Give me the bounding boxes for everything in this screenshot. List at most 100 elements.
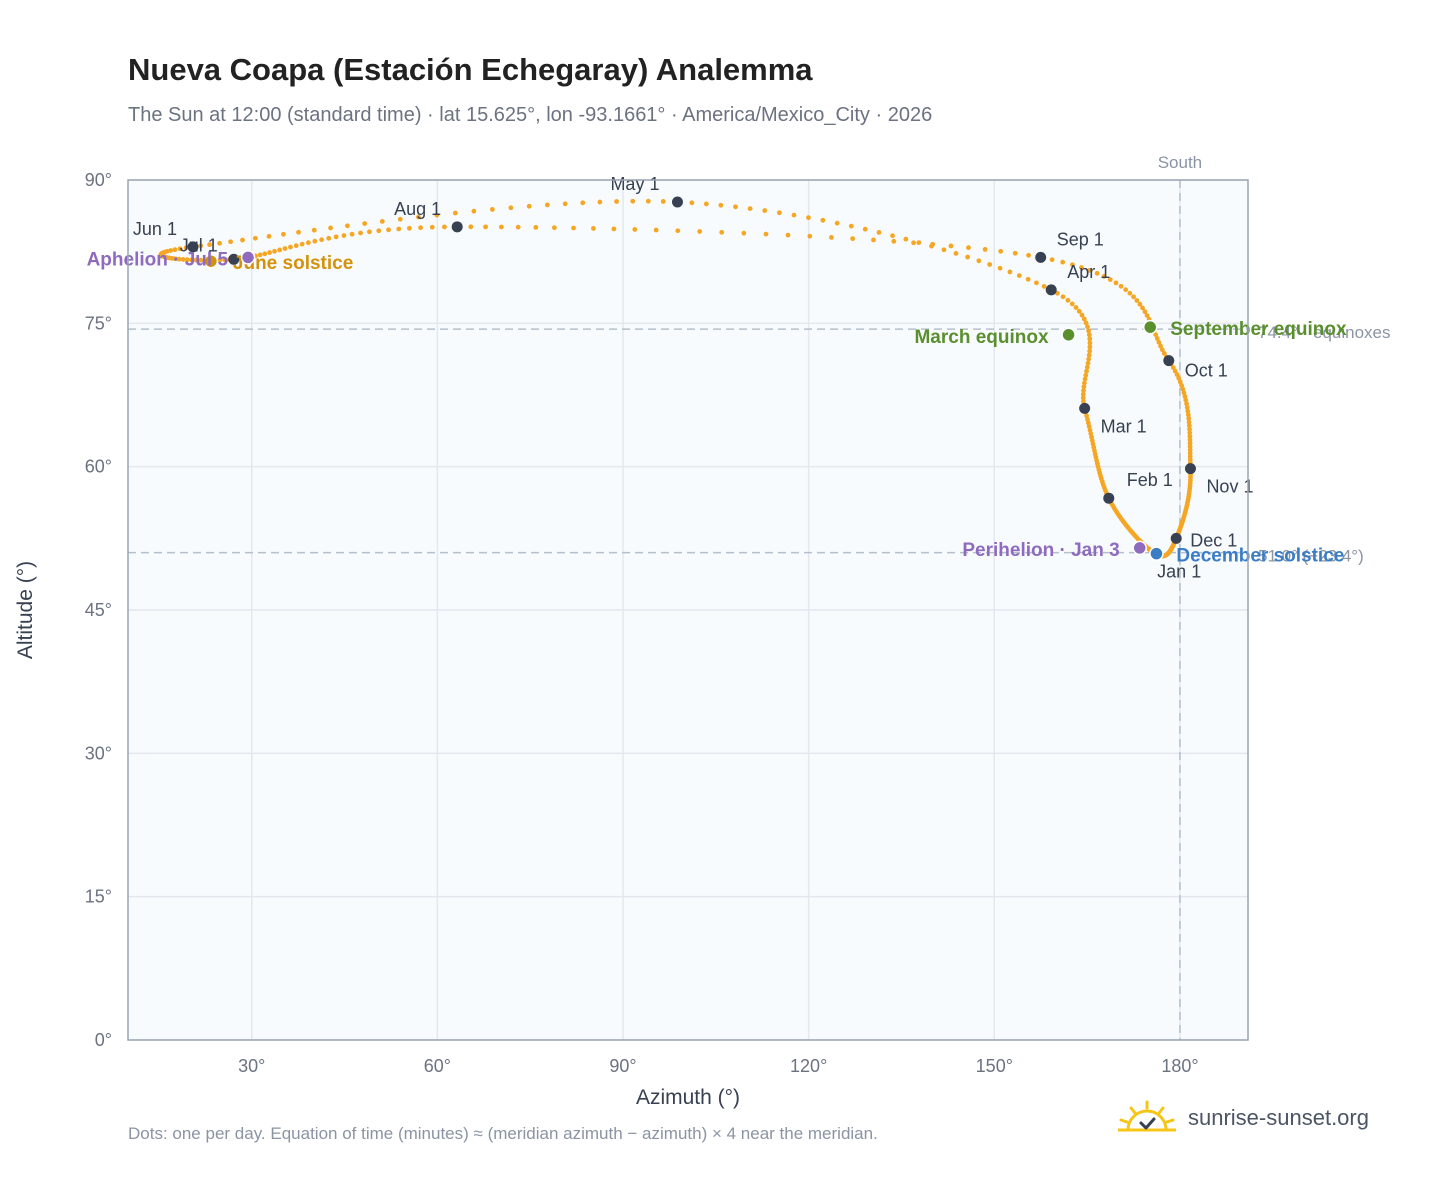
y-tick-label: 0° [95,1030,112,1050]
day-dot [653,227,659,233]
day-dot [1127,290,1133,296]
x-tick-label: 90° [609,1056,636,1076]
day-dot [189,257,194,263]
day-dot [1026,252,1031,258]
day-dot [1170,365,1176,370]
brand[interactable]: sunrise-sunset.org [1118,1100,1369,1136]
day-dot [1183,397,1189,403]
event-label: Aphelion · Jul 5 [87,249,229,270]
day-dot [1016,273,1022,279]
day-dot [834,220,840,226]
reference-lines: South 74.4° · equinoxes 51.0° (−23.4°) [128,153,1391,1040]
day-dot [1131,294,1136,300]
day-dot [262,251,268,257]
day-dot [911,240,916,246]
day-dot [1082,380,1087,386]
day-dot [183,245,189,251]
event-point [1132,540,1147,556]
day-dot [228,239,233,245]
event-point [1142,319,1158,335]
day-dot [807,233,813,239]
day-dot [580,200,586,206]
day-dot [217,257,223,263]
month-label: Mar 1 [1101,416,1147,436]
day-dot [1085,360,1091,366]
reference-line-label: 51.0° (−23.4°) [1258,547,1364,566]
day-dot [806,215,811,221]
day-dot [252,235,258,241]
day-dot [434,212,440,218]
x-tick-label: 60° [424,1056,451,1076]
day-dot [222,257,228,263]
day-dot [362,221,368,226]
day-dot [311,227,317,233]
day-dot [1081,384,1087,390]
day-dot [305,240,311,246]
day-dot [1080,391,1086,397]
y-tick-label: 90° [85,170,112,190]
day-dot [1123,287,1129,293]
day-dot [791,212,797,218]
day-dot [997,265,1003,271]
day-dot [1134,298,1140,303]
day-dot [571,225,576,231]
day-dot [689,200,695,206]
month-point [1035,251,1047,263]
day-dot [941,247,947,253]
day-dot [1086,328,1091,334]
day-dot [1186,416,1192,421]
day-dot [1080,395,1086,401]
day-dot [442,224,447,230]
day-dot [829,234,834,240]
event-point [240,250,256,265]
day-dot [776,210,782,216]
event-label: March equinox [914,327,1049,348]
day-dot [526,203,532,209]
day-dot [1085,417,1090,422]
day-dot [733,204,738,210]
day-dot [1083,372,1089,378]
day-dot [1187,434,1193,439]
day-dot [741,230,747,236]
chart-subtitle: The Sun at 12:00 (standard time) · lat 1… [128,104,933,126]
day-dot [614,199,619,204]
day-dot [1187,444,1193,450]
day-dot [1159,347,1165,353]
day-dot [697,229,703,234]
day-dot [747,206,753,211]
day-dot [1081,316,1087,322]
day-dot [452,210,458,216]
day-dot [515,224,521,230]
event-label: Perihelion · Jan 3 [962,540,1119,561]
day-dot [1069,301,1075,307]
day-dot [785,232,791,238]
x-tick-label: 120° [790,1056,827,1076]
day-dot [1185,412,1191,418]
day-dot [848,223,854,229]
y-axis-title: Altitude (°) [14,561,37,659]
day-dot [1086,332,1092,338]
month-label: Jul 1 [180,235,218,255]
month-point [1170,532,1182,544]
day-dot [1153,332,1159,338]
day-dot [1142,309,1148,315]
brand-name[interactable]: sunrise-sunset.org [1188,1105,1369,1130]
day-dot [386,227,391,233]
day-dot [916,240,922,246]
day-dot [281,231,286,237]
y-tick-label: 15° [85,887,112,907]
day-dot [862,226,868,232]
day-dot [483,224,488,230]
day-dot [1179,383,1184,388]
day-dot [1012,250,1018,256]
day-dot [1182,394,1188,399]
day-dot [172,247,178,253]
day-dot [1034,280,1039,286]
day-dot [987,262,993,267]
day-dot [173,256,178,262]
day-dot [1158,343,1163,349]
day-dot [966,245,971,251]
x-axis-title: Azimuth (°) [636,1086,740,1109]
day-dot [1154,336,1160,341]
